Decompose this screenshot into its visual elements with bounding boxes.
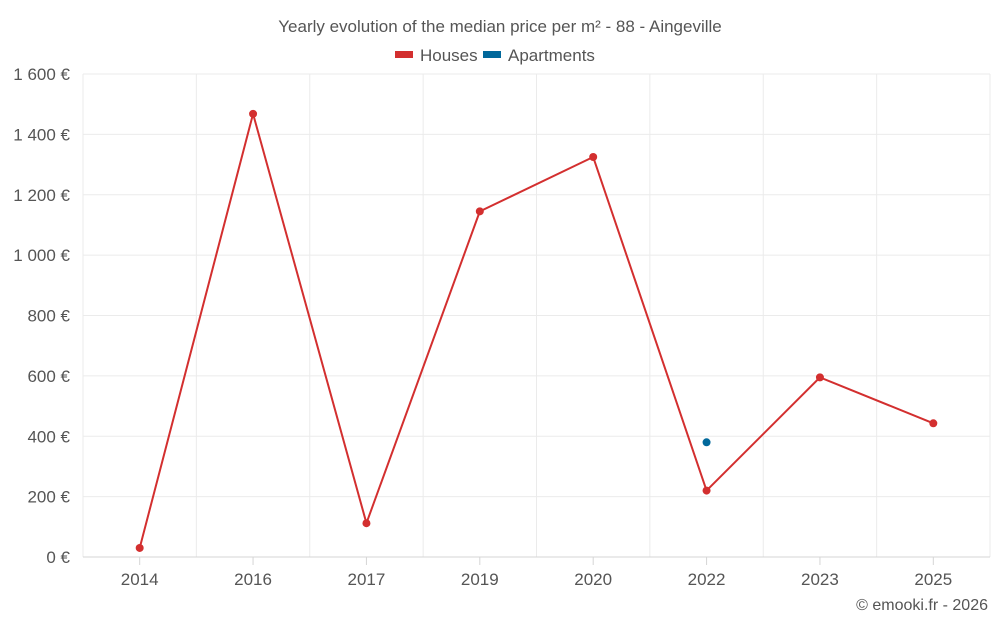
x-tick-label: 2025 [914,570,952,589]
y-tick-label: 1 600 € [13,65,70,84]
x-tick-label: 2016 [234,570,272,589]
y-tick-label: 800 € [27,307,70,326]
legend-item-houses[interactable]: Houses [395,46,478,65]
legend-item-apartments[interactable]: Apartments [483,46,595,65]
data-point-houses[interactable] [589,153,598,162]
y-tick-label: 200 € [27,488,70,507]
series-layer [135,109,938,552]
y-tick-label: 1 000 € [13,246,70,265]
x-tick-label: 2019 [461,570,499,589]
legend-label: Houses [420,46,478,65]
y-tick-label: 600 € [27,367,70,386]
x-tick-label: 2022 [688,570,726,589]
data-point-houses[interactable] [702,486,711,495]
x-tick-label: 2020 [574,570,612,589]
legend: Houses Apartments [395,46,595,65]
legend-swatch [395,51,413,58]
credit-text: © emooki.fr - 2026 [856,597,988,614]
y-tick-label: 1 400 € [13,125,70,144]
legend-swatch [483,51,501,58]
data-point-houses[interactable] [815,373,824,382]
y-tick-label: 400 € [27,427,70,446]
x-tick-label: 2023 [801,570,839,589]
data-point-houses[interactable] [475,207,484,216]
data-point-houses[interactable] [362,519,371,528]
x-tick-label: 2014 [121,570,159,589]
axis-layer [83,556,990,565]
legend-label: Apartments [508,46,595,65]
data-point-houses[interactable] [929,419,938,428]
grid-layer [82,73,991,557]
data-point-apartments[interactable] [702,438,711,447]
chart-title: Yearly evolution of the median price per… [278,17,722,36]
data-point-houses[interactable] [135,543,144,552]
y-tick-label: 0 € [46,548,70,567]
series-line-houses [138,112,934,549]
x-tick-label: 2017 [348,570,386,589]
y-tick-label: 1 200 € [13,186,70,205]
label-layer: 0 € 200 € 400 € 600 € 800 € 1 000 € 1 200 € 1 4… [13,65,952,589]
data-point-houses[interactable] [249,109,258,118]
